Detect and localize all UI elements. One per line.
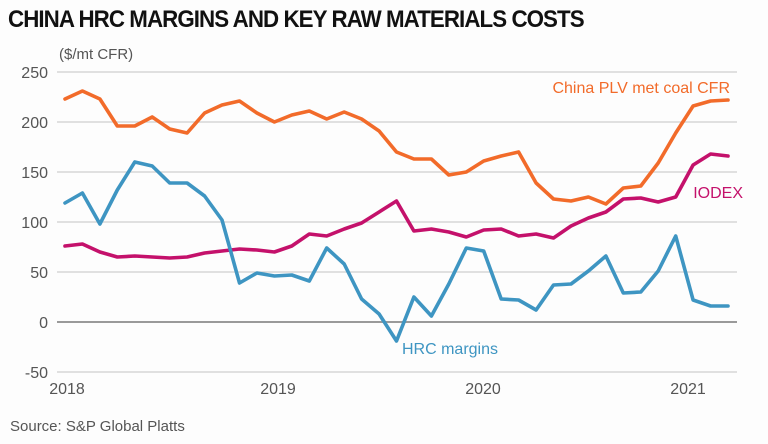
y-axis-unit-label: ($/mt CFR) — [59, 46, 134, 63]
y-tick-label: 150 — [21, 165, 48, 182]
source-note: Source: S&P Global Platts — [10, 418, 185, 435]
y-tick-label: 0 — [39, 315, 48, 332]
y-tick-label: 250 — [21, 65, 48, 82]
series-line-hrc-margins — [63, 160, 730, 343]
series-label: HRC margins — [402, 341, 498, 358]
y-tick-label: -50 — [25, 365, 48, 382]
y-tick-label: 200 — [21, 115, 48, 132]
x-tick-label: 2018 — [49, 381, 85, 398]
x-tick-label: 2020 — [465, 381, 501, 398]
series-label: IODEX — [693, 185, 743, 202]
series-line-china-plv-met-coal-cfr — [63, 89, 730, 206]
y-tick-label: 100 — [21, 215, 48, 232]
series-line-iodex — [63, 152, 730, 260]
x-tick-label: 2021 — [670, 381, 706, 398]
series-label: China PLV met coal CFR — [552, 80, 730, 97]
x-tick-label: 2019 — [260, 381, 296, 398]
chart-title: CHINA HRC MARGINS AND KEY RAW MATERIALS … — [8, 6, 585, 33]
y-tick-label: 50 — [30, 265, 48, 282]
